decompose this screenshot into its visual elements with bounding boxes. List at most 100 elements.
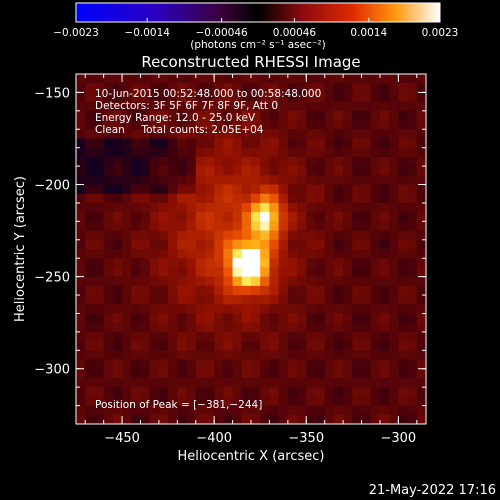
heatmap-cell: [343, 331, 353, 342]
heatmap-cell: [343, 341, 353, 351]
heatmap-cell: [297, 368, 307, 379]
heatmap-cell: [241, 267, 252, 278]
heatmap-cell: [370, 249, 381, 259]
heatmap-cell: [214, 405, 224, 416]
heatmap-cell: [168, 285, 178, 296]
heatmap-cell: [232, 313, 243, 324]
heatmap-cell: [177, 414, 188, 424]
heatmap-cell: [370, 368, 381, 379]
heatmap-cell: [232, 129, 243, 139]
heatmap-cell: [260, 83, 270, 93]
heatmap-cell: [398, 276, 409, 287]
heatmap-cell: [324, 221, 335, 232]
heatmap-cell: [361, 212, 372, 222]
heatmap-cell: [85, 239, 95, 250]
heatmap-cell: [260, 156, 270, 167]
heatmap-cell: [204, 202, 215, 213]
heatmap-cell: [269, 129, 280, 139]
heatmap-cell: [112, 359, 123, 370]
heatmap-cell: [379, 258, 390, 268]
heatmap-cell: [306, 249, 316, 259]
heatmap-cell: [352, 267, 363, 278]
heatmap-cell: [149, 156, 160, 167]
heatmap-cell: [214, 331, 224, 342]
heatmap-cell: [168, 230, 178, 241]
heatmap-cell: [122, 249, 132, 259]
heatmap-cell: [149, 377, 160, 388]
heatmap-cell: [131, 184, 141, 195]
heatmap-cell: [131, 368, 141, 379]
heatmap-cell: [324, 156, 335, 167]
heatmap-cell: [232, 175, 243, 186]
heatmap-cell: [195, 156, 206, 167]
heatmap-cell: [103, 341, 114, 351]
heatmap-cell: [204, 193, 215, 204]
heatmap-cell: [158, 101, 169, 112]
heatmap-cell: [241, 147, 252, 158]
heatmap-cell: [287, 184, 298, 195]
heatmap-cell: [140, 304, 151, 314]
heatmap-cell: [389, 129, 399, 139]
heatmap-cell: [352, 147, 363, 158]
heatmap-cell: [177, 129, 188, 139]
heatmap-cell: [297, 221, 307, 232]
heatmap-cell: [379, 230, 390, 241]
heatmap-cell: [278, 377, 289, 388]
heatmap-cell: [269, 166, 280, 176]
heatmap-cell: [131, 258, 141, 268]
heatmap-cell: [343, 295, 353, 305]
heatmap-cell: [260, 331, 270, 342]
heatmap-cell: [168, 193, 178, 204]
heatmap-cell: [140, 120, 151, 130]
heatmap-cell: [361, 138, 372, 149]
heatmap-cell: [251, 368, 261, 379]
heatmap-cell: [103, 387, 114, 397]
heatmap-cell: [297, 184, 307, 195]
heatmap-cell: [232, 212, 243, 222]
heatmap-cell: [333, 304, 344, 314]
heatmap-cell: [94, 101, 105, 112]
heatmap-cell: [379, 368, 390, 379]
heatmap-cell: [278, 212, 289, 222]
heatmap-cell: [232, 258, 243, 268]
heatmap-cell: [251, 193, 261, 204]
heatmap-cell: [251, 221, 261, 232]
heatmap-cell: [333, 350, 344, 361]
heatmap-cell: [278, 110, 289, 121]
heatmap-cell: [379, 166, 390, 176]
colorbar-tick-label: 0.0023: [422, 27, 459, 39]
heatmap-cell: [186, 313, 197, 324]
heatmap-cell: [241, 175, 252, 186]
heatmap-cell: [260, 249, 270, 259]
heatmap-cell: [370, 331, 381, 342]
heatmap-cell: [278, 101, 289, 112]
heatmap-cell: [122, 120, 132, 130]
heatmap-cell: [204, 285, 215, 296]
heatmap-cell: [269, 267, 280, 278]
heatmap-cell: [297, 359, 307, 370]
heatmap-cell: [324, 295, 335, 305]
heatmap-cell: [158, 156, 169, 167]
heatmap-cell: [85, 83, 95, 93]
heatmap-cell: [177, 258, 188, 268]
heatmap-cell: [186, 166, 197, 176]
heatmap-cell: [223, 101, 234, 112]
heatmap-cell: [398, 175, 409, 186]
heatmap-cell: [251, 387, 261, 397]
heatmap-cell: [168, 74, 178, 84]
heatmap-cell: [214, 258, 224, 268]
heatmap-cell: [112, 129, 123, 139]
heatmap-cell: [85, 405, 95, 416]
heatmap-cell: [379, 120, 390, 130]
heatmap-cell: [158, 285, 169, 296]
heatmap-cell: [94, 230, 105, 241]
date-stamp: 21-May-2022 17:16: [368, 483, 496, 498]
heatmap-cell: [158, 359, 169, 370]
heatmap-cell: [241, 156, 252, 167]
heatmap-cell: [214, 239, 224, 250]
heatmap-cell: [85, 267, 95, 278]
heatmap-cell: [287, 212, 298, 222]
heatmap-cell: [343, 304, 353, 314]
heatmap-cell: [241, 285, 252, 296]
heatmap-cell: [278, 295, 289, 305]
